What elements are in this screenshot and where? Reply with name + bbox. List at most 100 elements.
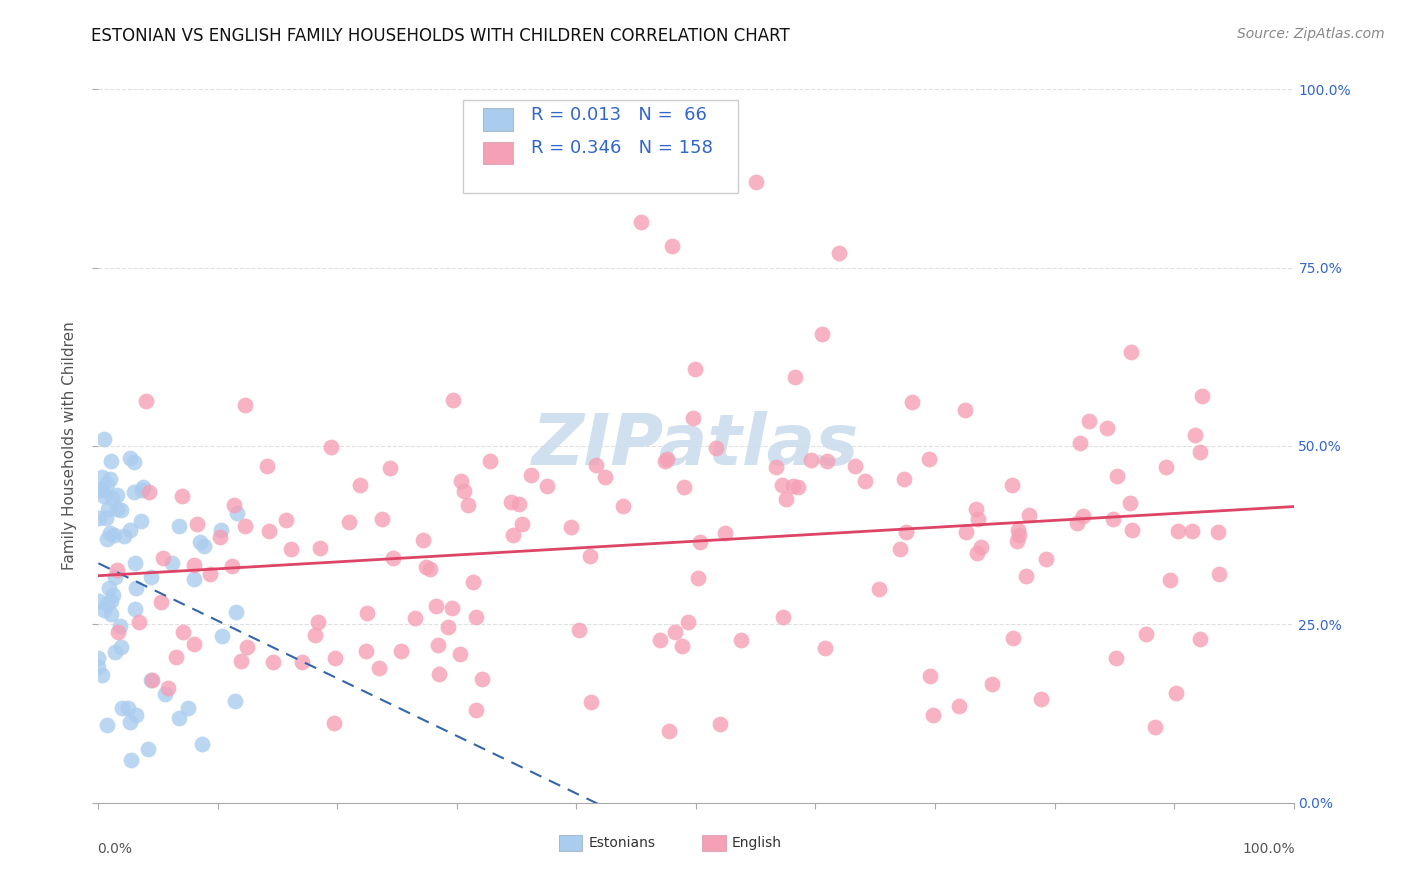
Point <box>183 572 205 586</box>
Point <box>169 519 191 533</box>
Text: ESTONIAN VS ENGLISH FAMILY HOUSEHOLDS WITH CHILDREN CORRELATION CHART: ESTONIAN VS ENGLISH FAMILY HOUSEHOLDS WI… <box>91 27 790 45</box>
Point <box>683 361 706 376</box>
Point <box>686 571 709 585</box>
Y-axis label: Family Households with Children: Family Households with Children <box>62 322 77 570</box>
Point <box>110 619 132 633</box>
Point <box>520 467 543 482</box>
Point <box>183 637 205 651</box>
Point <box>380 461 402 475</box>
Point <box>105 502 128 516</box>
Point <box>894 524 917 539</box>
Point <box>661 239 683 253</box>
Point <box>579 549 602 564</box>
Point <box>93 603 115 617</box>
Point <box>96 532 118 546</box>
Point <box>427 667 450 681</box>
Point <box>966 501 988 516</box>
Point <box>368 661 391 675</box>
Point <box>785 370 807 384</box>
Point <box>122 455 145 469</box>
Point <box>1015 568 1038 582</box>
Point <box>111 701 134 715</box>
Point <box>97 502 120 516</box>
Point <box>124 556 146 570</box>
Point <box>981 676 1004 690</box>
Point <box>188 535 211 549</box>
Text: Estonians: Estonians <box>589 836 655 850</box>
Point <box>211 629 233 643</box>
Point <box>1007 523 1029 537</box>
Point <box>222 498 245 512</box>
Point <box>100 454 122 468</box>
Point <box>139 673 162 688</box>
Bar <box>484 142 513 164</box>
Point <box>437 620 460 634</box>
Point <box>1208 566 1230 581</box>
Point <box>91 483 114 497</box>
Point <box>1167 524 1189 538</box>
Point <box>1069 436 1091 450</box>
Point <box>1000 478 1022 492</box>
Point <box>125 708 148 723</box>
Point <box>209 523 232 537</box>
Point <box>131 483 153 497</box>
Point <box>256 458 278 473</box>
Point <box>426 638 449 652</box>
Point <box>98 581 121 595</box>
Point <box>309 541 332 555</box>
Point <box>441 601 464 615</box>
Point <box>1002 632 1025 646</box>
Point <box>136 742 159 756</box>
Point <box>128 615 150 629</box>
Point <box>1007 528 1029 542</box>
Point <box>893 472 915 486</box>
Point <box>226 506 249 520</box>
Point <box>419 562 441 576</box>
Point <box>193 539 215 553</box>
Point <box>221 559 243 574</box>
Point <box>165 650 187 665</box>
Point <box>129 514 152 528</box>
Point <box>337 515 360 529</box>
Point <box>104 570 127 584</box>
Point <box>1104 650 1126 665</box>
Point <box>209 530 232 544</box>
Point <box>236 640 259 655</box>
Point <box>655 452 678 467</box>
Point <box>689 535 711 549</box>
Point <box>150 595 173 609</box>
Point <box>1031 692 1053 706</box>
Point <box>772 610 794 624</box>
Point <box>501 494 523 508</box>
Point <box>868 582 890 596</box>
Point <box>107 624 129 639</box>
Point <box>811 326 834 341</box>
Point <box>382 551 405 566</box>
Point <box>682 411 704 425</box>
Point <box>1188 632 1211 646</box>
Point <box>304 628 326 642</box>
Point <box>1102 512 1125 526</box>
Point <box>170 489 193 503</box>
Point <box>132 480 155 494</box>
Bar <box>558 835 582 851</box>
Point <box>1135 626 1157 640</box>
Point <box>356 644 378 658</box>
Point <box>1078 414 1101 428</box>
Point <box>464 610 486 624</box>
Point <box>98 526 121 541</box>
Point <box>91 470 114 484</box>
Point <box>105 563 128 577</box>
Point <box>1159 573 1181 587</box>
Point <box>389 644 412 658</box>
Point <box>274 513 297 527</box>
Point <box>425 599 447 613</box>
Point <box>125 581 148 595</box>
Point <box>1188 444 1211 458</box>
Point <box>671 639 693 653</box>
Point <box>1166 686 1188 700</box>
Point <box>855 475 877 489</box>
Point <box>198 567 221 582</box>
Point <box>457 498 479 512</box>
Point <box>93 490 115 504</box>
